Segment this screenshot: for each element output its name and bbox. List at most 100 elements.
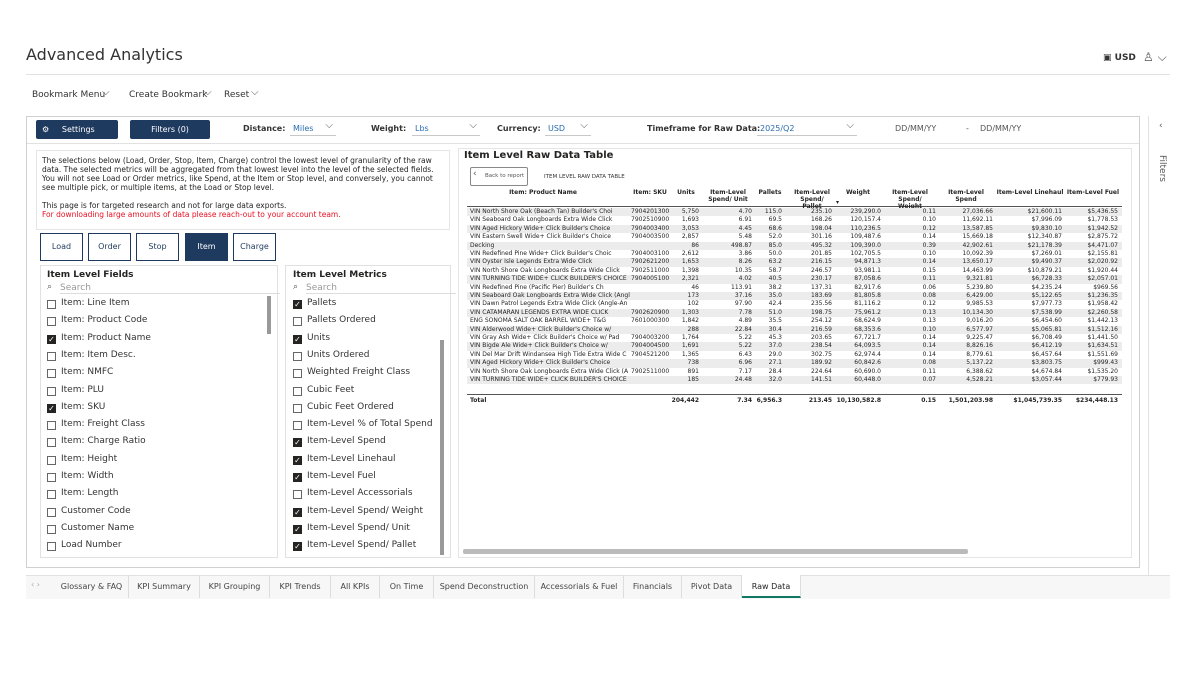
slicer-item[interactable]: Customer Name xyxy=(61,522,135,533)
slicer-item[interactable]: Item: Charge Ratio xyxy=(61,436,146,447)
checkbox[interactable] xyxy=(293,421,302,431)
table-h-scrollbar[interactable] xyxy=(463,549,968,554)
slicer-item[interactable]: Weighted Freight Class xyxy=(307,367,411,378)
checkbox[interactable]: ✓ xyxy=(293,455,302,465)
column-header[interactable]: Units xyxy=(677,189,695,196)
checkbox[interactable]: ✓ xyxy=(293,542,302,552)
checkbox[interactable] xyxy=(47,507,56,517)
date-from[interactable]: DD/MM/YY xyxy=(895,124,937,133)
tab[interactable]: Financials xyxy=(624,575,682,598)
checkbox[interactable]: ✓ xyxy=(47,334,56,344)
slicer-item[interactable]: Item: Freight Class xyxy=(61,419,145,430)
back-button[interactable]: Back to report xyxy=(470,167,528,186)
filters-pane-label[interactable]: Filters xyxy=(1157,155,1167,182)
distance-dropdown[interactable]: Miles xyxy=(290,119,336,136)
filters-button[interactable]: Filters (0) xyxy=(130,120,210,139)
slicer-item[interactable]: Item-Level % of Total Spend xyxy=(307,419,433,430)
slicer-item[interactable]: Item: Width xyxy=(61,471,114,481)
column-header[interactable]: Item-Level Linehaul xyxy=(996,189,1064,196)
checkbox[interactable] xyxy=(47,542,56,552)
tab[interactable]: Accessorials & Fuel xyxy=(535,575,624,598)
slicer-item[interactable]: Item: Length xyxy=(61,488,119,499)
column-header[interactable]: Item-Level Spend/ Weight xyxy=(892,189,928,210)
tab-scroll[interactable]: ‹ › xyxy=(31,580,40,589)
slicer-item[interactable]: Item: PLU xyxy=(61,384,104,395)
slicer-item[interactable]: Item-Level Spend/ Unit xyxy=(307,522,410,533)
checkbox[interactable]: ✓ xyxy=(293,438,302,448)
slicer-item[interactable]: Pallets xyxy=(307,298,337,308)
checkbox[interactable] xyxy=(47,369,56,379)
slicer-item[interactable]: Item-Level Spend/ Pallet xyxy=(307,540,417,551)
column-header[interactable]: Weight xyxy=(846,189,870,196)
tab[interactable]: KPI Summary xyxy=(129,575,200,598)
tab[interactable]: KPI Grouping xyxy=(200,575,270,598)
weight-dropdown[interactable]: Lbs xyxy=(412,119,480,136)
currency-dropdown[interactable]: USD xyxy=(545,119,591,136)
settings-button[interactable]: ⚙ Settings xyxy=(36,120,118,139)
tab[interactable]: KPI Trends xyxy=(270,575,331,598)
slicer-item[interactable]: Item-Level Fuel xyxy=(307,471,376,481)
slicer-item[interactable]: Customer Code xyxy=(61,505,131,516)
slicer-item[interactable]: Item: Item Desc. xyxy=(61,349,136,360)
level-button[interactable]: Load xyxy=(40,233,83,261)
checkbox[interactable]: ✓ xyxy=(293,473,302,482)
column-header[interactable]: Item-Level Fuel xyxy=(1066,189,1120,196)
column-header[interactable]: Item: Product Name xyxy=(509,189,577,196)
slicer-item[interactable]: Item: Height xyxy=(61,453,118,464)
slicer-item[interactable]: Item-Level Spend xyxy=(307,436,386,447)
checkbox[interactable] xyxy=(293,317,302,327)
date-to[interactable]: DD/MM/YY xyxy=(980,124,1022,133)
checkbox[interactable] xyxy=(47,490,56,500)
checkbox[interactable] xyxy=(47,317,56,327)
fields-scrollbar[interactable] xyxy=(267,296,271,334)
tab[interactable]: Glossary & FAQ xyxy=(55,575,129,598)
slicer-item[interactable]: Item-Level Accessorials xyxy=(307,488,413,499)
checkbox[interactable] xyxy=(47,421,56,431)
checkbox[interactable] xyxy=(47,351,56,361)
slicer-item[interactable]: Load Number xyxy=(61,540,122,551)
user-menu[interactable]: ♙ ⌵ xyxy=(1143,50,1167,64)
level-button[interactable]: Stop xyxy=(136,233,179,261)
column-header[interactable]: Item-Level Spend/ Unit xyxy=(708,189,748,203)
slicer-item[interactable]: Units xyxy=(307,332,331,343)
menu-item[interactable]: Create Bookmark xyxy=(129,90,208,100)
checkbox[interactable] xyxy=(293,386,302,396)
checkbox[interactable] xyxy=(47,473,56,482)
slicer-item[interactable]: Cubic Feet xyxy=(307,384,355,395)
checkbox[interactable]: ✓ xyxy=(293,507,302,517)
tab[interactable]: On Time xyxy=(380,575,434,598)
menu-item[interactable]: Reset xyxy=(224,90,250,100)
currency-indicator[interactable]: ▣ USD xyxy=(1103,53,1136,63)
checkbox[interactable] xyxy=(293,403,302,413)
checkbox[interactable] xyxy=(47,524,56,534)
tab[interactable]: Raw Data xyxy=(742,575,801,598)
checkbox[interactable]: ✓ xyxy=(293,524,302,534)
column-header[interactable]: Pallets xyxy=(758,189,782,196)
collapse-arrow[interactable]: ‹ xyxy=(1159,121,1163,131)
checkbox[interactable] xyxy=(293,490,302,500)
level-button[interactable]: Order xyxy=(88,233,131,261)
checkbox[interactable]: ✓ xyxy=(47,403,56,413)
checkbox[interactable] xyxy=(293,369,302,379)
tab[interactable]: All KPIs xyxy=(331,575,380,598)
checkbox[interactable] xyxy=(47,300,56,309)
metrics-scrollbar[interactable] xyxy=(440,340,444,555)
tab[interactable]: Pivot Data xyxy=(682,575,742,598)
slicer-item[interactable]: Units Ordered xyxy=(307,349,370,360)
slicer-item[interactable]: Item: Product Name xyxy=(61,332,151,343)
menu-item[interactable]: Bookmark Menu xyxy=(32,90,106,100)
column-header[interactable]: Item: SKU xyxy=(633,189,667,196)
slicer-item[interactable]: Item: Product Code xyxy=(61,315,148,326)
checkbox[interactable] xyxy=(47,438,56,448)
slicer-item[interactable]: Item: NMFC xyxy=(61,367,114,378)
tab[interactable]: Spend Deconstruction xyxy=(434,575,535,598)
checkbox[interactable] xyxy=(47,386,56,396)
slicer-item[interactable]: Pallets Ordered xyxy=(307,315,376,326)
slicer-item[interactable]: Item: SKU xyxy=(61,401,106,412)
checkbox[interactable]: ✓ xyxy=(293,334,302,344)
slicer-item[interactable]: Item: Line Item xyxy=(61,298,130,308)
search-box[interactable]: Search xyxy=(306,283,456,294)
column-header[interactable]: Item-Level Spend/ Pallet xyxy=(794,189,830,210)
slicer-item[interactable]: Item-Level Linehaul xyxy=(307,453,396,464)
column-header[interactable]: Item-Level Spend xyxy=(948,189,984,203)
